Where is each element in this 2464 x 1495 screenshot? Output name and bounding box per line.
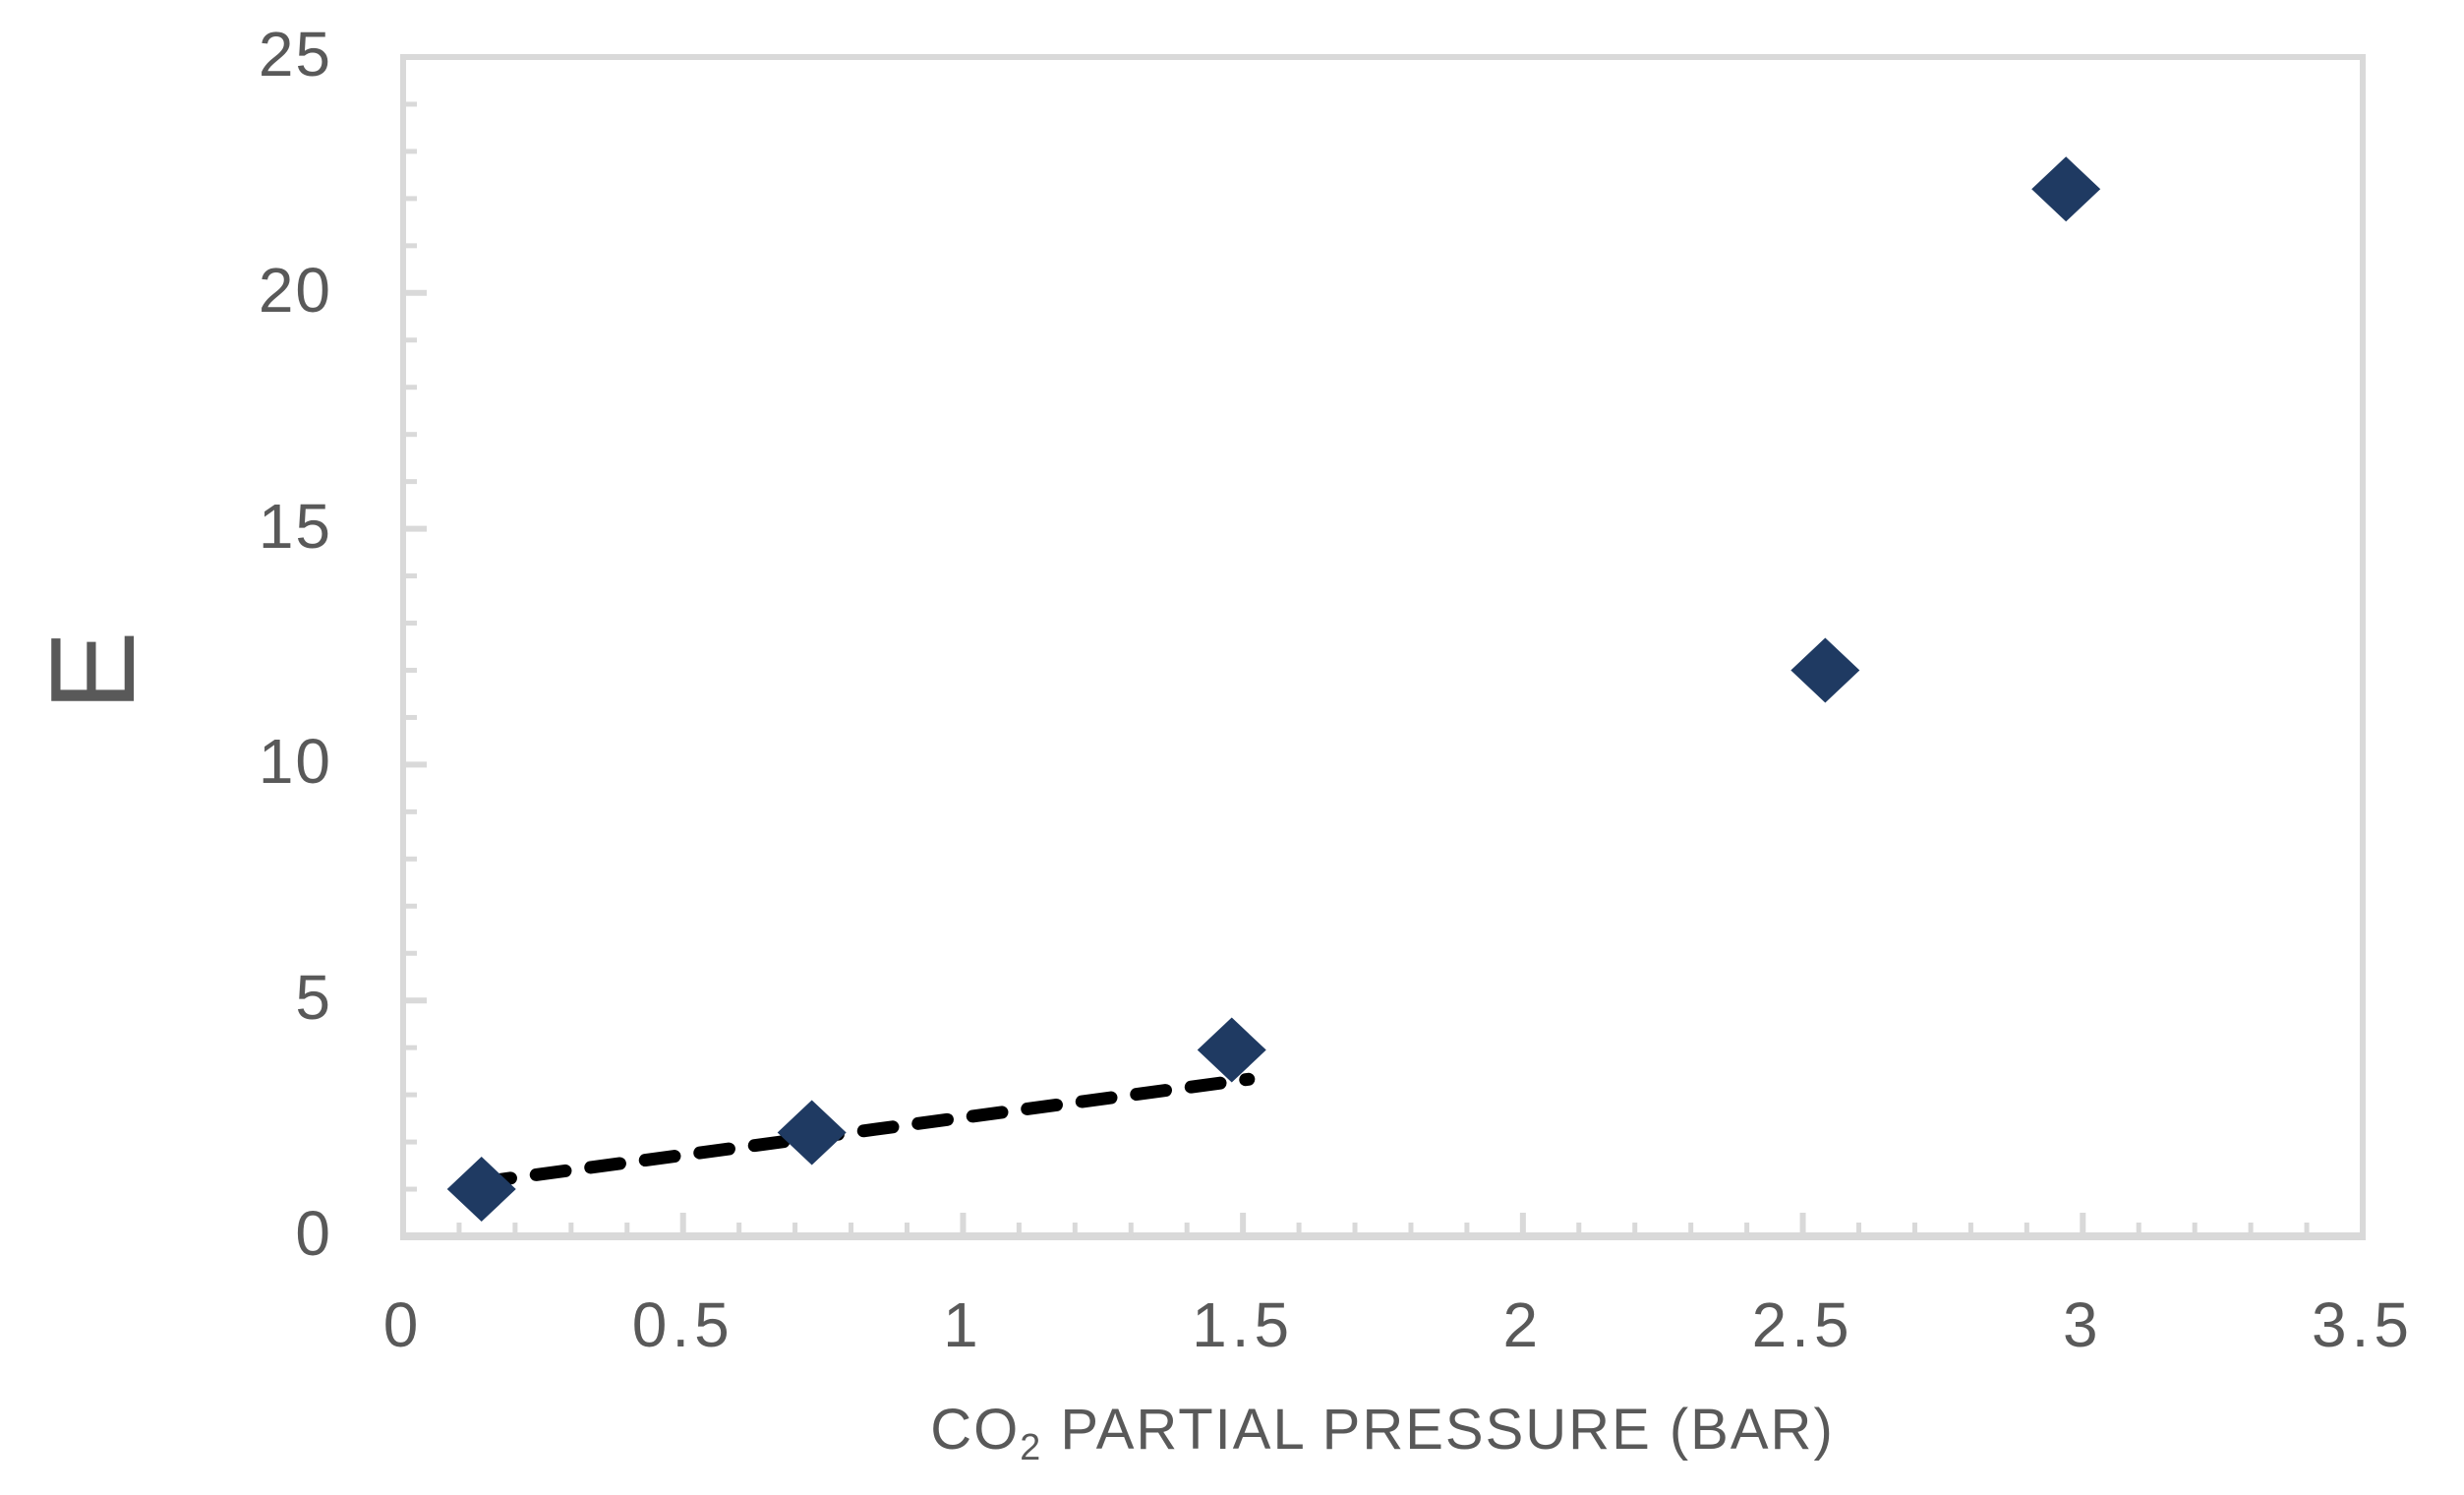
x-axis-title: CO2 PARTIAL PRESSURE (BAR) [930, 1397, 1835, 1467]
x-tick-label: 2.5 [1751, 1289, 1854, 1360]
y-tick-label: 5 [295, 962, 332, 1034]
y-axis-title: E [26, 630, 159, 711]
y-tick-label: 20 [258, 254, 332, 326]
x-tick-label: 3 [2062, 1289, 2103, 1360]
x-tick-label: 1 [943, 1289, 983, 1360]
x-tick-label: 3.5 [2312, 1289, 2414, 1360]
x-axis-title-subscript: 2 [1020, 1425, 1043, 1467]
y-tick-label: 10 [258, 726, 332, 798]
x-axis-title-text: PARTIAL PRESSURE (BAR) [1042, 1398, 1835, 1462]
plot-border [400, 54, 2366, 1239]
x-tick-label: 0.5 [631, 1289, 734, 1360]
x-axis-title-text: CO [930, 1398, 1021, 1462]
data-point-diamond [2031, 156, 2101, 222]
x-tick-label: 2 [1502, 1289, 1544, 1360]
trendline [475, 1072, 1256, 1189]
y-tick-label: 15 [258, 490, 332, 562]
data-point-diamond [1197, 1017, 1266, 1083]
data-point-diamond [777, 1100, 847, 1166]
y-tick-label: 25 [258, 19, 332, 90]
x-tick-label: 1.5 [1192, 1289, 1295, 1360]
data-point-diamond [1790, 637, 1860, 703]
y-tick-label: 0 [295, 1198, 332, 1270]
x-tick-label: 0 [382, 1289, 424, 1360]
data-point-diamond [446, 1157, 516, 1223]
